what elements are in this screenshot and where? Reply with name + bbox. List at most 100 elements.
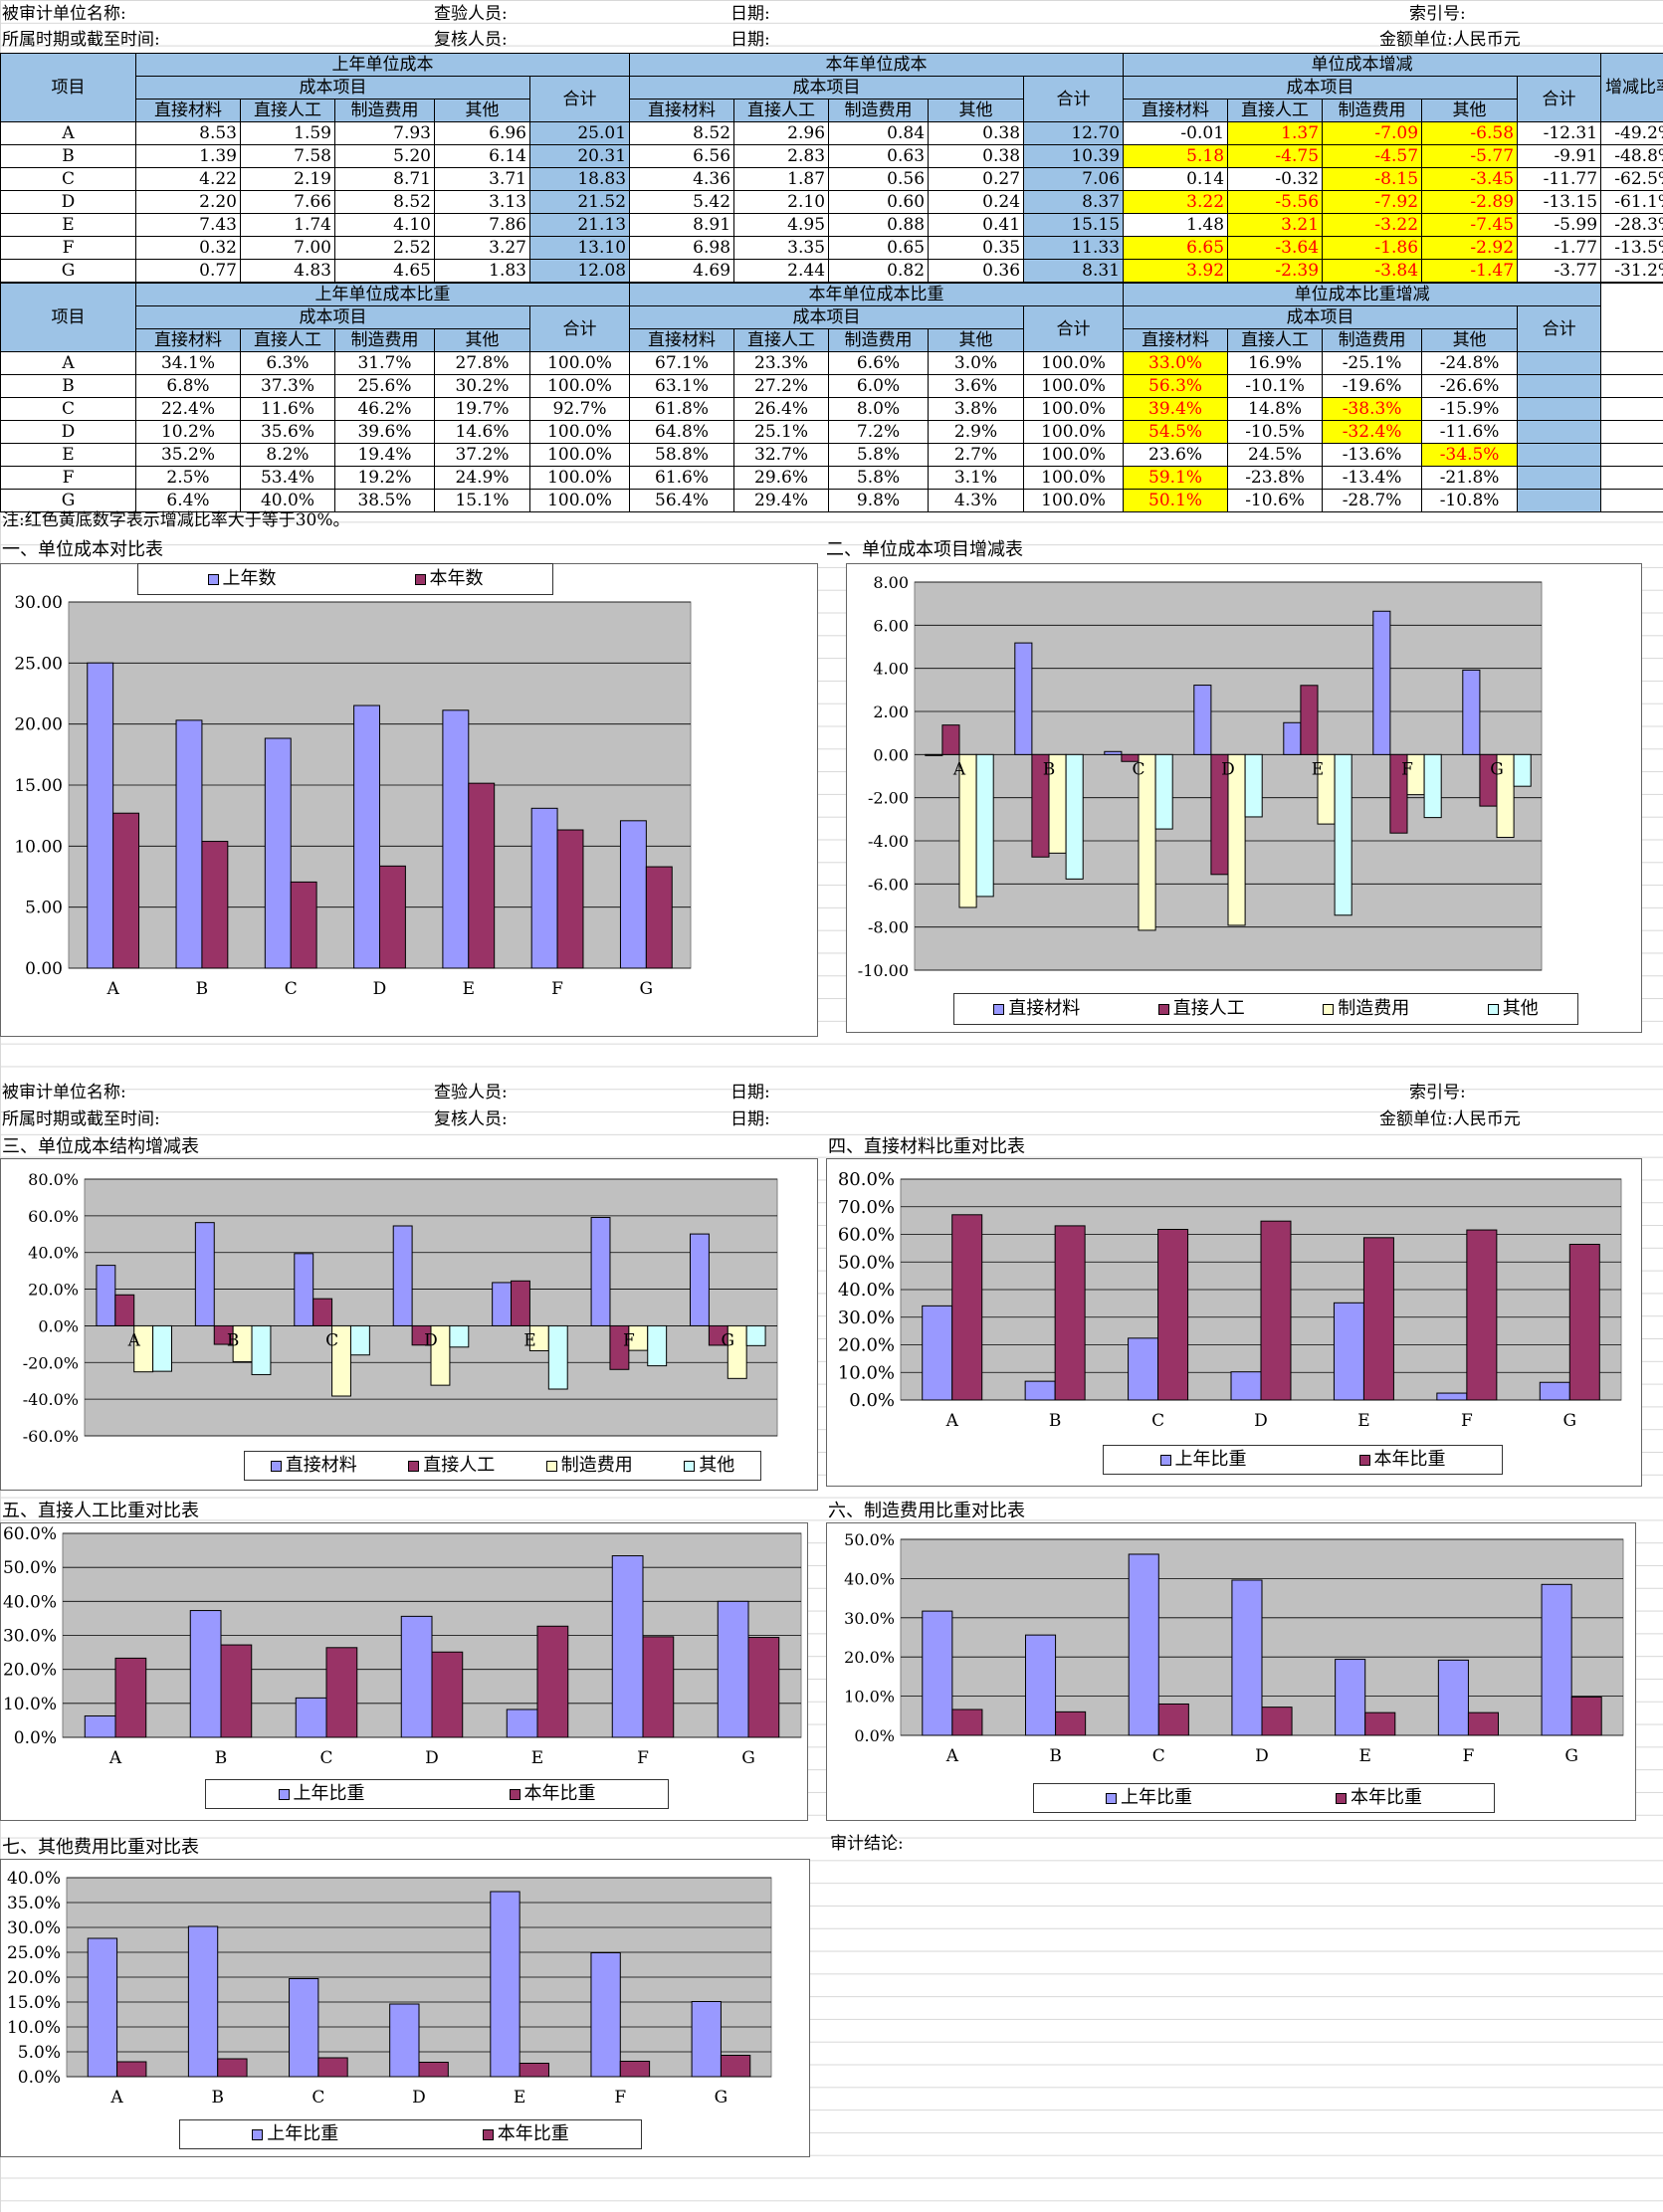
cell-last-year: 19.2% — [334, 466, 435, 490]
bar — [490, 1891, 520, 2078]
cell-last-total: 100.0% — [528, 420, 631, 444]
y-tick-label: -4.00 — [868, 832, 909, 851]
col-header-cost-item: 直接人工 — [733, 99, 830, 122]
cell-change: -26.6% — [1421, 374, 1519, 398]
reviewer-label: 复核人员: — [434, 30, 508, 50]
cell-this-year: 5.8% — [828, 466, 930, 490]
cell-this-year: 2.7% — [928, 443, 1025, 467]
x-tick-label: E — [463, 979, 475, 999]
y-tick-label: 0.0% — [849, 1390, 895, 1411]
blank-cell — [1600, 351, 1663, 375]
chart-svg: 0.0% 10.0% 20.0% 30.0% 40.0% 50.0% A B C D E F G — [844, 1530, 1624, 1766]
col-header-cost-item: 直接人工 — [240, 328, 335, 352]
cell-this-year: 29.6% — [733, 466, 830, 490]
period-label: 所属时期或截至时间: — [2, 1109, 160, 1129]
date-label: 日期: — [730, 1109, 770, 1129]
y-tick-label: -40.0% — [23, 1390, 79, 1409]
y-tick-label: 60.0% — [838, 1225, 895, 1246]
legend-swatch — [1323, 1003, 1335, 1015]
bar — [1462, 669, 1481, 755]
cell-last-year: 3.27 — [434, 236, 530, 260]
y-tick-label: -10.00 — [858, 961, 909, 980]
legend-label: 上年比重 — [293, 1783, 365, 1804]
cell-last-total: 21.52 — [528, 190, 631, 214]
cell-last-total: 92.7% — [528, 397, 631, 421]
cell-this-year: 58.8% — [629, 443, 735, 467]
chart-legend: 上年数 本年数 — [137, 563, 553, 595]
sub-header-cost-items: 成本项目 — [1123, 305, 1519, 329]
bar — [492, 1282, 513, 1326]
cell-this-total: 8.31 — [1023, 259, 1125, 283]
cell-change: -32.4% — [1322, 420, 1423, 444]
bar — [536, 1625, 569, 1738]
col-header-last-year: 上年单位成本比重 — [134, 283, 631, 306]
cell-this-year: 6.6% — [828, 351, 930, 375]
cell-change: -0.32 — [1227, 167, 1324, 191]
bar — [922, 1305, 953, 1401]
x-tick-label: A — [108, 1748, 122, 1768]
legend-swatch — [1106, 1792, 1117, 1804]
plot-area — [84, 1178, 778, 1437]
y-tick-label: 0.00 — [873, 745, 909, 764]
cell-change: -28.7% — [1322, 489, 1423, 512]
chart-svg: -60.0% -40.0% -20.0% 0.0% 20.0% 40.0% 60.0% 80.… — [23, 1170, 778, 1446]
bar — [1193, 685, 1212, 755]
y-tick-label: 15.00 — [14, 776, 63, 796]
cell-change: -6.58 — [1421, 121, 1519, 145]
cell-ratio: -13.5% — [1600, 236, 1663, 260]
cell-last-year: 38.5% — [334, 489, 435, 512]
legend-item: 上年比重 — [1159, 1449, 1247, 1471]
company-label: 被审计单位名称: — [2, 1083, 126, 1103]
bar — [1154, 753, 1173, 830]
bar — [619, 2061, 651, 2078]
bar-chart: 0.0% 10.0% 20.0% 30.0% 40.0% 50.0% 60.0% 70.0% 8… — [826, 1158, 1642, 1487]
bar — [1231, 1579, 1263, 1736]
blank-cell — [1600, 489, 1663, 512]
cell-ratio: -62.5% — [1600, 167, 1663, 191]
chart-title: 七、其他费用比重对比表 — [2, 1837, 199, 1858]
x-tick-label: D — [425, 1748, 439, 1768]
chart-svg: 0.0% 10.0% 20.0% 30.0% 40.0% 50.0% 60.0% A B C D E F… — [3, 1524, 802, 1768]
x-tick-label: A — [109, 2088, 123, 2108]
y-tick-label: 50.0% — [844, 1530, 895, 1549]
x-tick-label: D — [424, 1330, 438, 1350]
col-header-total: 合计 — [1023, 305, 1125, 352]
bar — [325, 1647, 358, 1738]
bar — [1436, 1392, 1468, 1401]
row-label: D — [0, 190, 136, 214]
blank-cell — [1517, 466, 1602, 490]
bar — [312, 1298, 333, 1326]
cell-this-year: 0.88 — [828, 213, 930, 237]
cell-change: -7.09 — [1322, 121, 1423, 145]
cell-change: -8.15 — [1322, 167, 1423, 191]
cell-this-year: 64.8% — [629, 420, 735, 444]
reviewer-label: 复核人员: — [434, 1109, 508, 1129]
row-label: E — [0, 443, 136, 467]
cell-last-year: 19.4% — [334, 443, 435, 467]
cell-last-year: 35.2% — [135, 443, 241, 467]
legend-item: 本年数 — [414, 568, 484, 590]
cell-last-year: 46.2% — [334, 397, 435, 421]
legend-item: 本年比重 — [1336, 1787, 1422, 1809]
bar — [951, 1214, 983, 1401]
currency-label: 金额单位:人民币元 — [1379, 30, 1521, 50]
cell-last-year: 15.1% — [434, 489, 530, 512]
bar — [331, 1324, 351, 1397]
blank-cell — [1600, 466, 1663, 490]
cell-this-year: 23.3% — [733, 351, 830, 375]
cell-ratio: -28.3% — [1600, 213, 1663, 237]
cell-change: 5.18 — [1123, 144, 1229, 168]
bar — [175, 719, 203, 969]
bar — [201, 841, 229, 969]
cell-last-year: 8.2% — [240, 443, 335, 467]
legend-label: 本年比重 — [497, 2123, 569, 2144]
y-tick-label: 60.0% — [3, 1524, 57, 1544]
cell-this-year: 3.35 — [733, 236, 830, 260]
col-header-this-year: 本年单位成本比重 — [629, 283, 1125, 306]
sub-header-cost-items: 成本项目 — [135, 305, 530, 329]
cell-this-year: 2.83 — [733, 144, 830, 168]
unit-cost-table: 项目上年单位成本本年单位成本单位成本增减增减比率成本项目合计成本项目合计成本项目… — [0, 53, 1663, 283]
cell-last-total: 20.31 — [528, 144, 631, 168]
col-header-cost-item: 其他 — [928, 328, 1025, 352]
bar — [1244, 753, 1263, 818]
